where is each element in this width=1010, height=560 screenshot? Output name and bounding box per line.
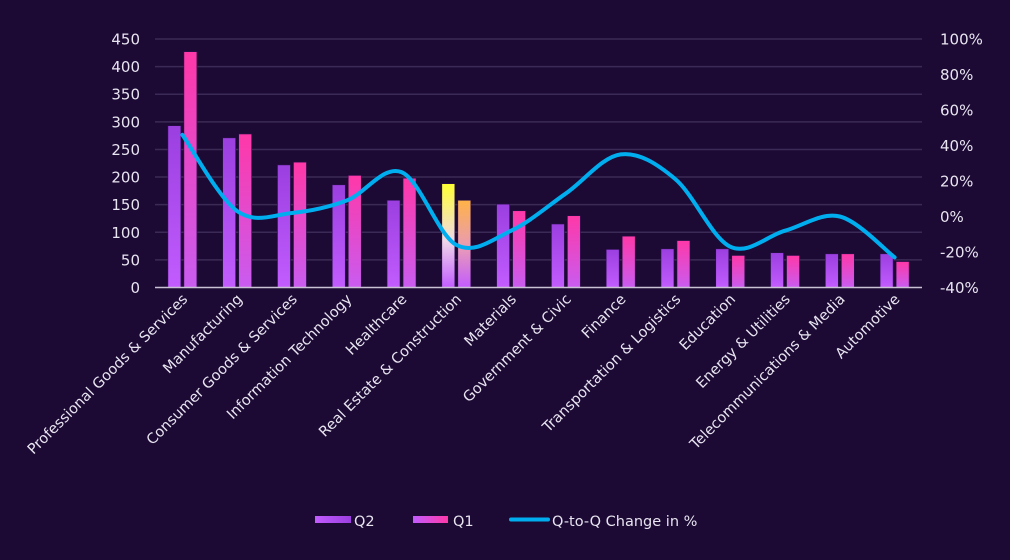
bar-q2[interactable]	[879, 253, 894, 288]
left-tick-label: 200	[111, 169, 140, 187]
bar-q1[interactable]	[238, 133, 252, 288]
bar-q1[interactable]	[183, 51, 198, 288]
left-tick-label: 250	[111, 141, 140, 159]
right-tick-label: 100%	[940, 31, 983, 49]
series-line-q-to-q-change	[180, 132, 897, 260]
bar-q2[interactable]	[167, 125, 182, 288]
legend: Q2 Q1 Q-to-Q Change in %	[315, 514, 697, 530]
bar-q1[interactable]	[895, 261, 910, 288]
bar-q1[interactable]	[293, 161, 307, 288]
right-tick-label: -20%	[940, 244, 979, 262]
legend-item-q2[interactable]: Q2	[315, 514, 375, 530]
legend-swatch-q1	[413, 516, 448, 523]
bar-q2[interactable]	[551, 223, 565, 288]
category-label: Materials	[462, 292, 520, 350]
bar-q2[interactable]	[496, 203, 510, 288]
right-tick-label: -40%	[940, 279, 979, 297]
left-tick-label: 300	[111, 113, 140, 131]
bars	[167, 51, 910, 288]
bar-q1[interactable]	[621, 235, 636, 288]
right-tick-label: 20%	[940, 173, 973, 191]
legend-label-change: Q-to-Q Change in %	[552, 514, 697, 530]
left-tick-label: 450	[111, 31, 140, 49]
legend-label-q2: Q2	[354, 514, 375, 530]
left-axis-ticks: 0 50 100 150 200 250 300 350 400 450	[111, 31, 140, 298]
bar-q2[interactable]	[222, 137, 236, 288]
right-axis-ticks: -40% -20% 0% 20% 40% 60% 80% 100%	[940, 31, 983, 298]
category-labels: Professional Goods & ServicesManufacturi…	[25, 291, 904, 458]
bar-q1[interactable]	[567, 215, 581, 288]
bar-q2[interactable]	[825, 253, 839, 288]
left-tick-label: 400	[111, 58, 140, 76]
left-tick-label: 0	[130, 279, 140, 297]
left-tick-label: 150	[111, 196, 140, 214]
bar-q2[interactable]	[660, 248, 675, 288]
left-tick-label: 50	[121, 251, 140, 269]
bar-q2[interactable]	[770, 252, 784, 288]
left-tick-label: 350	[111, 86, 140, 104]
legend-swatch-q2	[315, 516, 351, 523]
bar-q2[interactable]	[386, 199, 401, 288]
left-tick-label: 100	[111, 224, 140, 242]
legend-label-q1: Q1	[453, 514, 474, 530]
right-tick-label: 80%	[940, 66, 973, 84]
bar-q1[interactable]	[402, 177, 417, 288]
bar-q2[interactable]	[715, 248, 730, 288]
gridlines	[155, 38, 922, 261]
bar-q1[interactable]	[841, 253, 855, 288]
bar-q1[interactable]	[731, 255, 746, 288]
bar-q2[interactable]	[277, 164, 291, 288]
bar-q1[interactable]	[457, 199, 472, 288]
right-tick-label: 40%	[940, 137, 973, 155]
bar-q2[interactable]	[605, 249, 620, 288]
category-label: Government & Civic	[460, 291, 574, 405]
category-label: Energy & Utilities	[694, 292, 794, 392]
category-label: Finance	[579, 291, 630, 342]
right-tick-label: 60%	[940, 102, 973, 120]
legend-item-change[interactable]: Q-to-Q Change in %	[509, 514, 697, 530]
right-tick-label: 0%	[940, 208, 964, 226]
bar-q1[interactable]	[786, 255, 800, 288]
legend-item-q1[interactable]: Q1	[413, 514, 474, 530]
bar-q1[interactable]	[676, 240, 691, 288]
